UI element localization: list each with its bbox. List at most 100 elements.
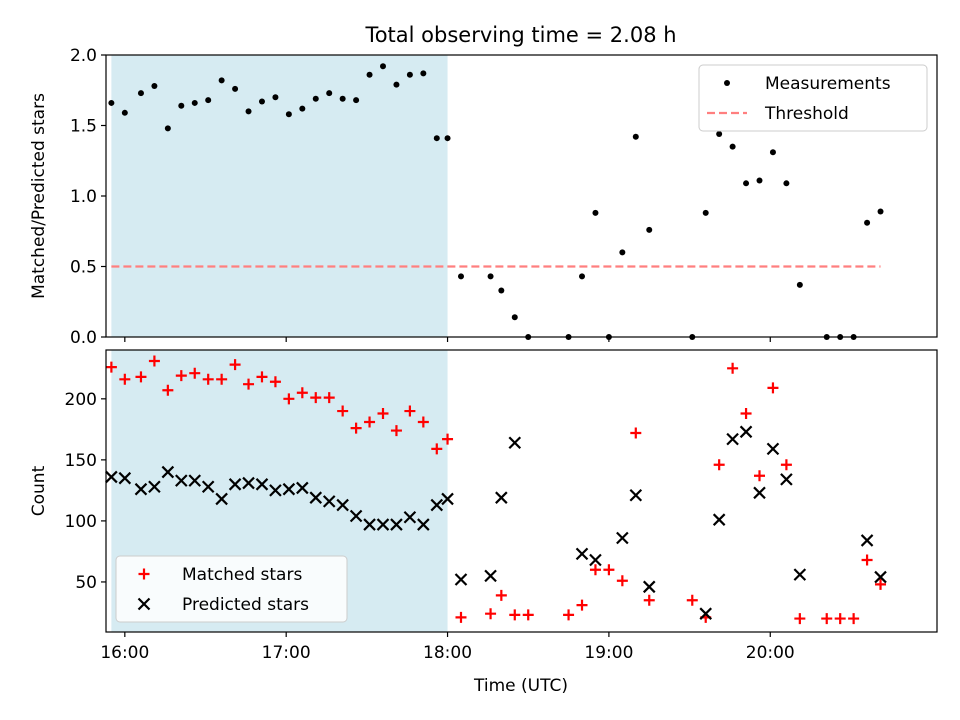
y-tick-label: 100 — [65, 512, 97, 532]
predicted-stars-point — [390, 518, 403, 531]
shaded-region — [111, 55, 448, 337]
matched-stars-point — [603, 564, 615, 576]
matched-stars-point — [337, 405, 349, 417]
chart-title: Total observing time = 2.08 h — [364, 23, 676, 47]
matched-stars-point — [269, 376, 281, 388]
predicted-stars-point — [148, 480, 161, 494]
measurements-point — [205, 97, 212, 104]
legend-label: Measurements — [765, 74, 891, 94]
predicted-stars-point — [629, 488, 643, 502]
matched-stars-point — [522, 609, 534, 621]
predicted-stars-point — [726, 432, 739, 446]
matched-stars-point — [848, 613, 860, 625]
measurements-point — [312, 95, 319, 102]
measurements-point — [756, 177, 763, 184]
measurements-point — [366, 71, 373, 78]
predicted-stars-point — [766, 442, 780, 456]
measurements-point — [511, 314, 518, 321]
predicted-stars-point — [589, 553, 602, 567]
measurements-point — [406, 71, 413, 78]
predicted-stars-point — [793, 568, 807, 581]
matched-stars-point — [350, 422, 362, 434]
predicted-stars-point — [454, 573, 468, 586]
predicted-stars-point — [874, 570, 887, 584]
measurements-point — [769, 149, 776, 156]
legend-box — [115, 555, 348, 623]
legend-entry: Predicted stars — [137, 595, 309, 615]
matched-stars-point — [740, 407, 752, 419]
matched-stars-point — [442, 433, 454, 445]
x-tick-label: 20:00 — [746, 643, 795, 663]
predicted-stars-point — [780, 473, 793, 486]
predicted-stars-point — [175, 474, 188, 487]
matched-stars-point — [256, 371, 268, 383]
matched-stars-point — [189, 367, 201, 379]
predicted-stars-point — [255, 478, 269, 491]
matched-stars-point — [727, 362, 739, 374]
predicted-stars-point — [417, 518, 430, 531]
matched-stars-point — [589, 564, 601, 576]
predicted-stars-point — [296, 481, 309, 495]
measurements-point — [339, 95, 346, 102]
matched-stars-point — [780, 459, 792, 471]
predicted-stars-point — [349, 509, 363, 523]
legend-entry: Matched stars — [138, 565, 302, 585]
matched-stars-point — [404, 405, 416, 417]
predicted-stars-point — [484, 569, 497, 583]
count-panel: 50 100 150 200 16:00 17:00 18:00 19:00 20:00 Coun… — [29, 349, 938, 663]
matched-stars-point — [861, 554, 873, 566]
measurements-point — [299, 105, 306, 112]
measurements-point — [716, 130, 723, 137]
matched-stars-point — [175, 370, 187, 382]
matched-stars-point — [495, 589, 507, 601]
legend-box — [698, 64, 928, 132]
predicted-stars-point — [753, 486, 766, 500]
matched-stars-point — [105, 361, 117, 373]
legend: Measurements Threshold — [698, 64, 928, 132]
axes-frame — [105, 349, 938, 633]
matched-stars-point — [364, 416, 376, 428]
predicted-stars-point — [363, 518, 376, 531]
matched-stars-point — [229, 359, 241, 371]
matched-stars-point — [216, 373, 228, 385]
measurements-point — [864, 219, 871, 226]
matched-stars-point — [323, 392, 335, 404]
x-axis-label: Time (UTC) — [473, 676, 568, 696]
matched-stars-point — [202, 373, 214, 385]
measurements-point — [498, 287, 505, 294]
x-tick-label: 16:00 — [100, 643, 149, 663]
predicted-stars-point — [105, 470, 118, 484]
matched-stars-point — [509, 609, 521, 621]
measurements-point — [245, 108, 252, 115]
matched-stars-point — [643, 594, 655, 606]
legend-key — [137, 597, 151, 611]
matched-stars-point — [310, 392, 322, 404]
y-tick-label: 0.0 — [70, 328, 97, 348]
legend-label: Predicted stars — [182, 595, 309, 615]
matched-stars-point — [834, 613, 846, 625]
x-tick-label: 17:00 — [262, 643, 311, 663]
matched-stars-point — [283, 393, 295, 405]
predicted-stars-point — [575, 547, 589, 561]
predicted-stars-point — [616, 531, 629, 545]
predicted-stars-point — [441, 492, 454, 506]
predicted-stars-point — [242, 476, 255, 490]
y-tick-label: 0.5 — [70, 258, 97, 278]
measurements-point — [592, 209, 599, 216]
matched-stars-point — [767, 382, 779, 394]
predicted-stars-point — [188, 474, 202, 487]
measurements-point — [796, 281, 803, 288]
measurements-point — [729, 143, 736, 150]
matched-stars-point — [135, 371, 147, 383]
matched-stars-point — [576, 599, 588, 611]
matched-stars-point — [455, 611, 467, 623]
measurements-point — [326, 90, 333, 97]
y-axis-label: Matched/Predicted stars — [29, 93, 49, 299]
matched-stars-point — [821, 613, 833, 625]
measurements-point — [164, 125, 171, 132]
y-tick-label: 1.5 — [70, 117, 97, 137]
y-tick-label: 2.0 — [70, 46, 97, 66]
measurements-point — [702, 209, 709, 216]
measurements-point — [420, 70, 427, 77]
